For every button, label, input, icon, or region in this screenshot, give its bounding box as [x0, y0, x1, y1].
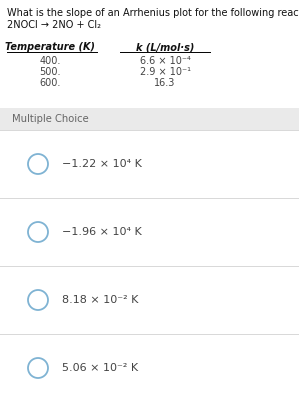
- Text: 8.18 × 10⁻² K: 8.18 × 10⁻² K: [62, 295, 138, 305]
- Text: 400.: 400.: [39, 56, 61, 66]
- Text: Multiple Choice: Multiple Choice: [12, 114, 89, 124]
- Bar: [0, 266, 299, 334]
- Text: 500.: 500.: [39, 67, 61, 77]
- Bar: [0, 130, 299, 402]
- Text: −1.22 × 10⁴ K: −1.22 × 10⁴ K: [62, 159, 142, 169]
- Text: −1.96 × 10⁴ K: −1.96 × 10⁴ K: [62, 227, 142, 237]
- Text: 2.9 × 10⁻¹: 2.9 × 10⁻¹: [140, 67, 190, 77]
- Text: 600.: 600.: [39, 78, 61, 88]
- Text: 16.3: 16.3: [154, 78, 176, 88]
- Text: 2NOCl → 2NO + Cl₂: 2NOCl → 2NO + Cl₂: [7, 20, 101, 30]
- Bar: [0, 130, 299, 198]
- Text: What is the slope of an Arrhenius plot for the following reaction?: What is the slope of an Arrhenius plot f…: [7, 8, 299, 18]
- Bar: [0, 108, 299, 130]
- Text: k (L/mol·s): k (L/mol·s): [136, 42, 194, 52]
- Text: 6.6 × 10⁻⁴: 6.6 × 10⁻⁴: [140, 56, 190, 66]
- Text: 5.06 × 10⁻² K: 5.06 × 10⁻² K: [62, 363, 138, 373]
- Bar: [0, 198, 299, 266]
- Bar: [0, 334, 299, 402]
- Text: Temperature (K): Temperature (K): [5, 42, 95, 52]
